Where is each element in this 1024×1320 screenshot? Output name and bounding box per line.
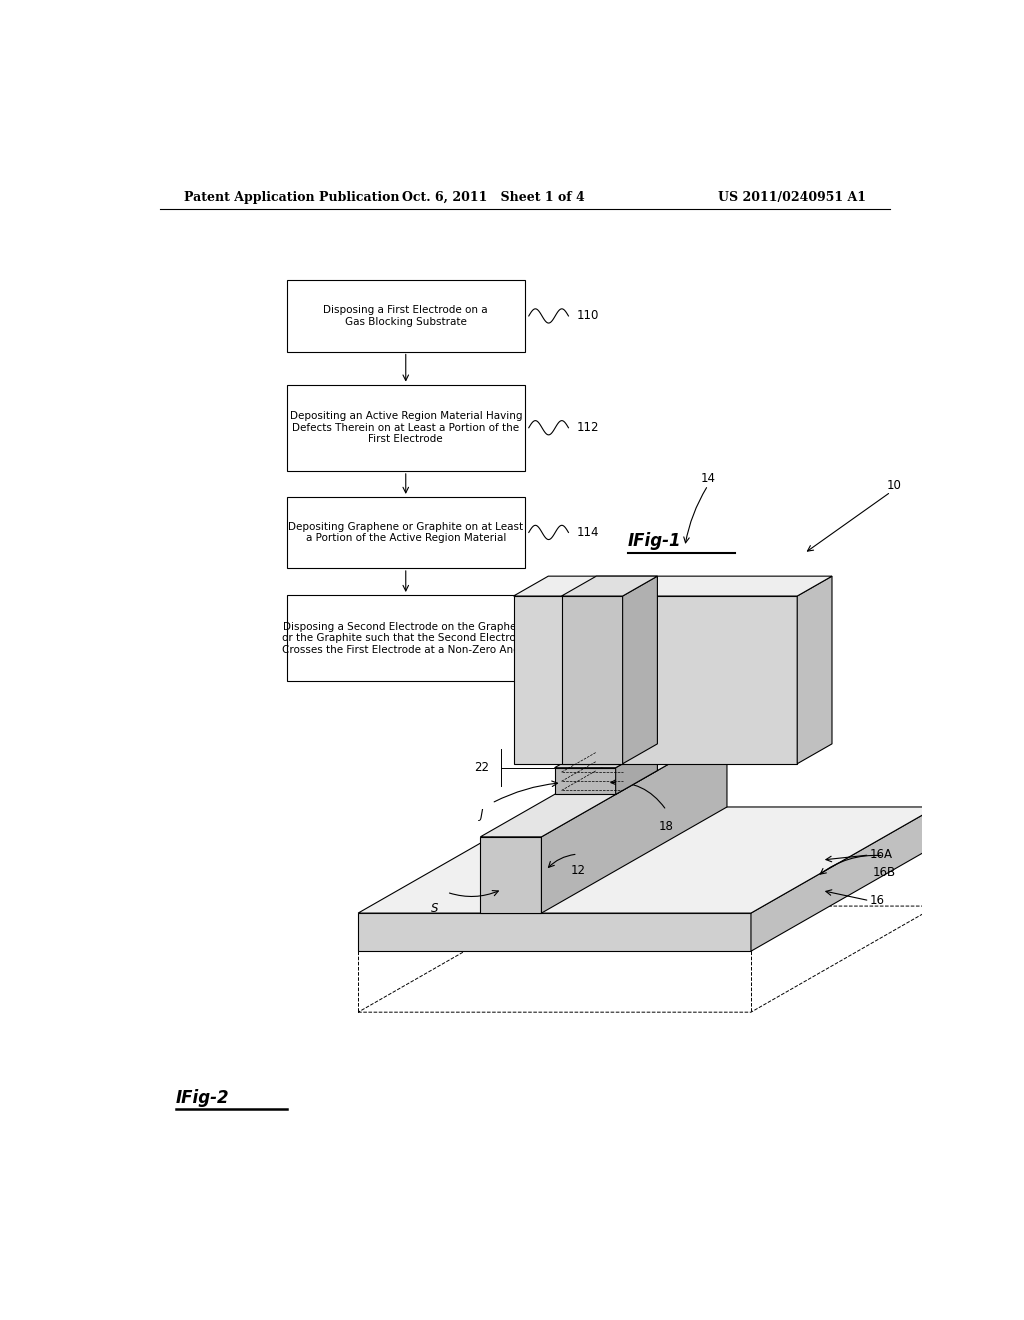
- Polygon shape: [358, 913, 751, 952]
- Text: 18: 18: [659, 821, 674, 833]
- FancyBboxPatch shape: [287, 280, 524, 351]
- Polygon shape: [542, 731, 727, 913]
- Text: J: J: [480, 808, 483, 821]
- Polygon shape: [480, 837, 542, 913]
- Text: Disposing a Second Electrode on the Graphene
or the Graphite such that the Secon: Disposing a Second Electrode on the Grap…: [283, 622, 529, 655]
- Text: 110: 110: [577, 309, 599, 322]
- Text: 12: 12: [570, 865, 586, 878]
- Text: 112: 112: [577, 421, 599, 434]
- Text: Disposing a First Electrode on a
Gas Blocking Substrate: Disposing a First Electrode on a Gas Blo…: [324, 305, 488, 327]
- FancyBboxPatch shape: [287, 496, 524, 568]
- Text: IFig-2: IFig-2: [176, 1089, 229, 1106]
- Text: Oct. 6, 2011   Sheet 1 of 4: Oct. 6, 2011 Sheet 1 of 4: [401, 190, 585, 203]
- Text: 14: 14: [700, 473, 716, 486]
- Polygon shape: [615, 744, 657, 795]
- Polygon shape: [751, 807, 937, 952]
- Polygon shape: [623, 576, 657, 764]
- Text: 116: 116: [577, 632, 599, 644]
- Text: 16: 16: [869, 894, 885, 907]
- Text: 22: 22: [474, 762, 488, 774]
- Text: Patent Application Publication: Patent Application Publication: [183, 190, 399, 203]
- FancyBboxPatch shape: [287, 384, 524, 471]
- Text: Depositing Graphene or Graphite on at Least
a Portion of the Active Region Mater: Depositing Graphene or Graphite on at Le…: [288, 521, 523, 544]
- Text: IFig-1: IFig-1: [628, 532, 682, 549]
- Polygon shape: [561, 597, 623, 764]
- Text: 114: 114: [577, 525, 599, 539]
- Text: Depositing an Active Region Material Having
Defects Therein on at Least a Portio: Depositing an Active Region Material Hav…: [290, 411, 522, 445]
- Text: 16B: 16B: [872, 866, 896, 879]
- Text: 20: 20: [632, 737, 647, 750]
- Polygon shape: [480, 731, 727, 837]
- Polygon shape: [513, 576, 831, 597]
- Polygon shape: [561, 576, 657, 597]
- Text: 16A: 16A: [869, 849, 893, 862]
- Text: US 2011/0240951 A1: US 2011/0240951 A1: [718, 190, 866, 203]
- Polygon shape: [555, 768, 615, 795]
- Polygon shape: [555, 744, 657, 768]
- Polygon shape: [513, 597, 798, 764]
- Text: S: S: [431, 903, 439, 915]
- Polygon shape: [358, 807, 937, 913]
- FancyBboxPatch shape: [287, 595, 524, 681]
- Text: 10: 10: [887, 479, 902, 492]
- Polygon shape: [798, 576, 831, 764]
